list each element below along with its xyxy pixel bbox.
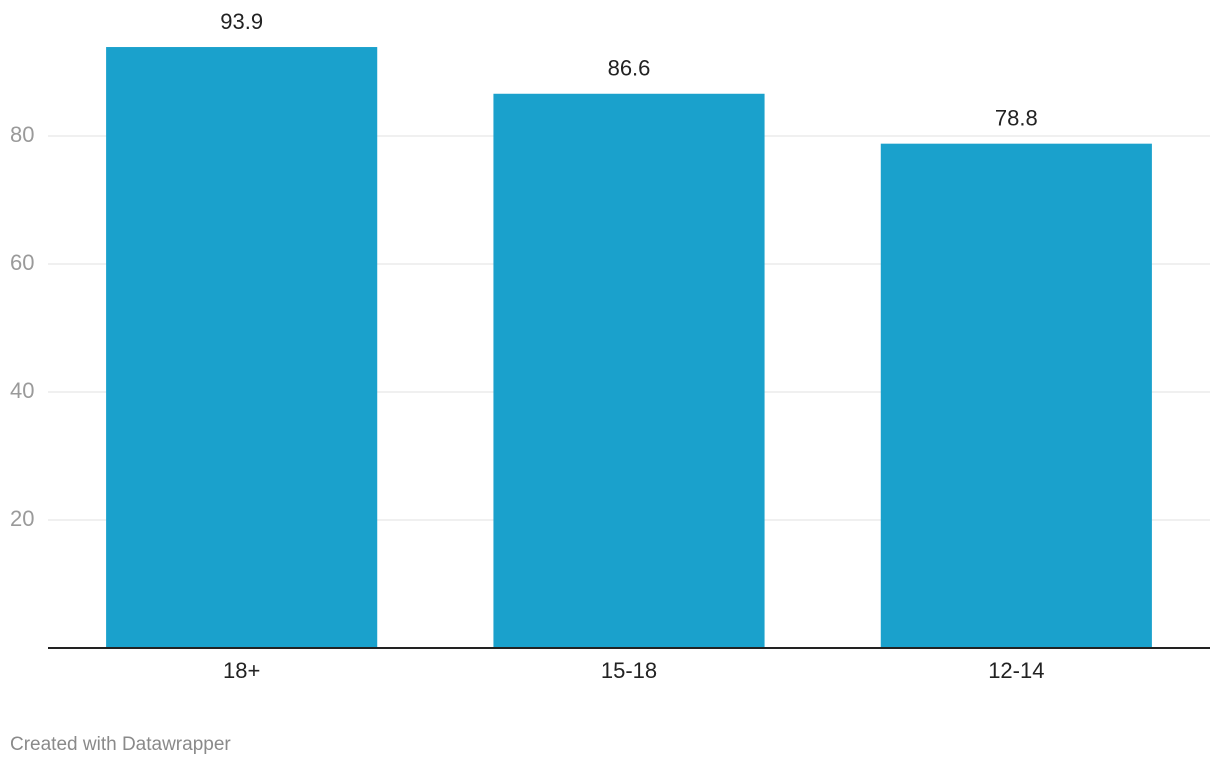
bar: [880, 143, 1152, 648]
value-label: 93.9: [220, 9, 263, 34]
y-tick-label: 80: [10, 122, 34, 147]
y-tick-label: 20: [10, 506, 34, 531]
credit: Created with Datawrapper: [10, 734, 231, 755]
y-tick-label: 40: [10, 378, 34, 403]
value-label: 86.6: [608, 56, 651, 81]
y-tick-label: 60: [10, 250, 34, 275]
bar: [106, 47, 378, 649]
x-tick-label: 12-14: [988, 658, 1044, 683]
value-label: 78.8: [995, 105, 1038, 130]
x-tick-label: 18+: [223, 658, 260, 683]
x-tick-label: 15-18: [601, 658, 657, 683]
bar: [493, 93, 765, 648]
